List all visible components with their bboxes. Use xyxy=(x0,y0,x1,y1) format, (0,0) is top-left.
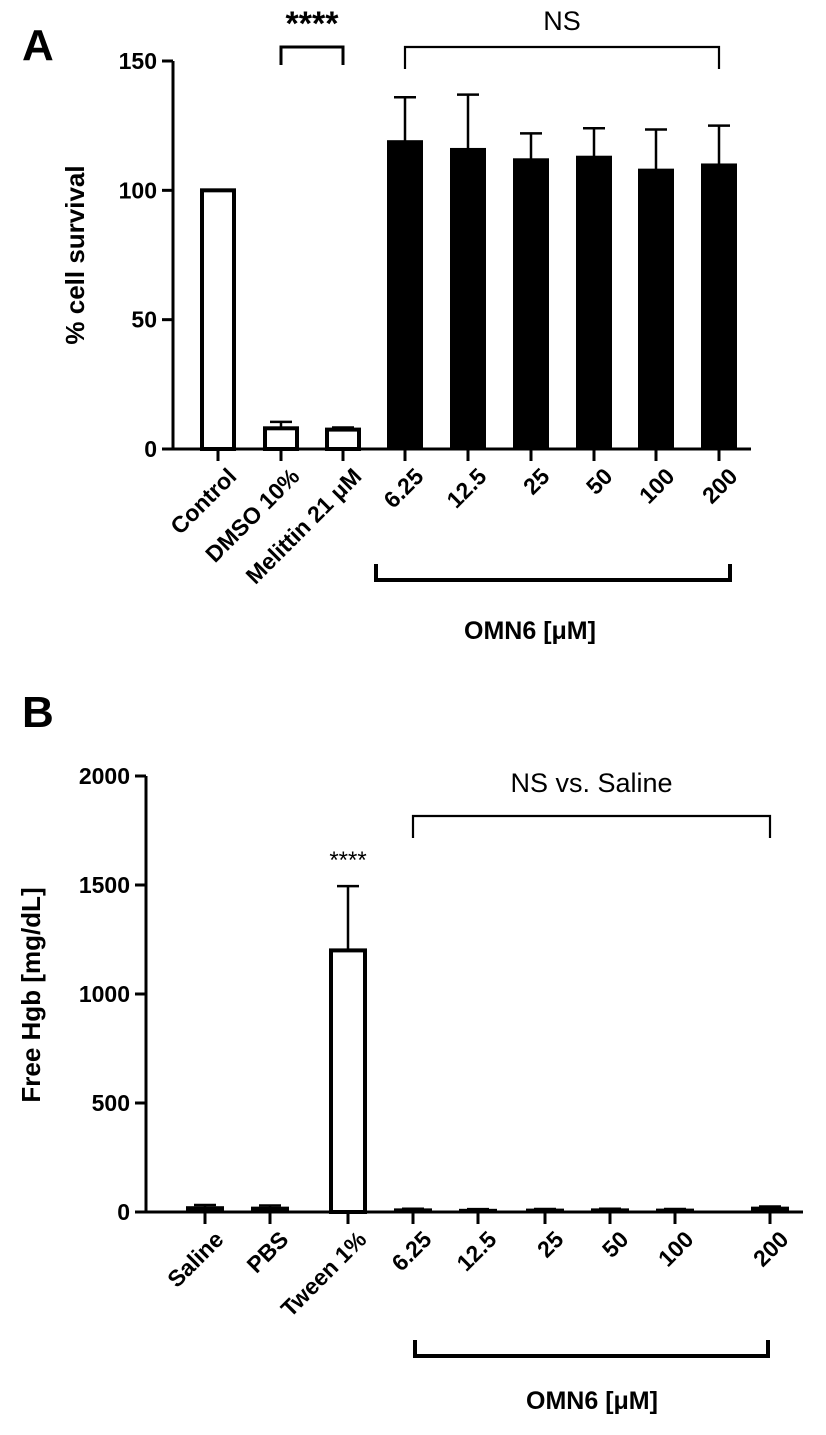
panel-b-bar xyxy=(251,1206,289,1212)
panel-a-y-tick-label: 0 xyxy=(144,436,157,462)
panel-b-y-tick-label: 1500 xyxy=(79,872,130,898)
panel-b-category-label: 6.25 xyxy=(386,1226,436,1276)
panel-b-bar xyxy=(591,1208,629,1212)
panel-a-category-label: 200 xyxy=(697,463,743,509)
panel-a-category-label: 12.5 xyxy=(441,463,491,513)
panel-b-significance-bracket xyxy=(411,814,772,838)
panel-a-significance-bracket xyxy=(403,45,721,69)
panel-a-bar xyxy=(701,163,737,449)
panel-a-significance-bracket xyxy=(279,45,345,65)
panel-b-y-tick-label: 0 xyxy=(117,1199,130,1225)
panel-a-significance-label: NS xyxy=(543,6,581,36)
panel-a-bar xyxy=(513,158,549,449)
panel-b-bar xyxy=(656,1208,694,1212)
panel-b-y-tick-label: 500 xyxy=(92,1090,130,1116)
panel-a-bar xyxy=(325,427,361,452)
panel-b-category-label: 200 xyxy=(748,1226,794,1272)
panel-b-category-label: 50 xyxy=(597,1226,633,1262)
panel-b-category-label: 25 xyxy=(532,1226,569,1263)
panel-a-category-label: 6.25 xyxy=(378,463,428,513)
panel-b-bar xyxy=(186,1206,224,1212)
panel-b-category-label: Tween 1% xyxy=(276,1226,372,1322)
panel-b-category-label: 100 xyxy=(653,1226,699,1272)
panel-label-a: A xyxy=(22,21,54,70)
panel-a-y-tick-label: 150 xyxy=(119,48,157,74)
panel-b-group-label: OMN6 [μM] xyxy=(526,1387,658,1415)
panel-b-bar xyxy=(526,1208,564,1212)
panel-b-category-label: Saline xyxy=(162,1226,228,1292)
panel-a-group-bracket xyxy=(374,564,732,582)
panel-a-category-label: 25 xyxy=(518,463,555,500)
panel-b-bar xyxy=(751,1206,789,1212)
panel-a-y-tick-label: 50 xyxy=(131,307,157,333)
panel-a-bar xyxy=(638,168,674,449)
panel-a-bar xyxy=(387,140,423,450)
panel-b-bar xyxy=(329,948,367,1215)
panel-b-group-bracket xyxy=(413,1340,770,1358)
panel-b-chart: Free Hgb [mg/dL] 0 500 1000 1500 2000 Saline P… xyxy=(16,763,803,1415)
panel-b-y-tick-label: 1000 xyxy=(79,981,130,1007)
panel-a-bar xyxy=(263,426,299,452)
panel-b-category-label: PBS xyxy=(242,1226,294,1278)
panel-b-significance-label: **** xyxy=(329,847,366,874)
panel-b-y-tick-label: 2000 xyxy=(79,763,130,789)
panel-b-y-axis-title: Free Hgb [mg/dL] xyxy=(16,887,46,1102)
panel-label-b: B xyxy=(22,688,54,737)
panel-a-y-axis-title: % cell survival xyxy=(60,165,90,344)
panel-a-bar xyxy=(576,155,612,449)
panel-b-category-label: 12.5 xyxy=(451,1226,501,1276)
panel-a-y-tick-label: 100 xyxy=(119,177,157,203)
panel-a-bar xyxy=(450,147,486,450)
panel-a-category-label: 50 xyxy=(581,463,617,499)
panel-a-group-label: OMN6 [μM] xyxy=(464,617,596,645)
panel-b-bar xyxy=(394,1208,432,1212)
panel-a-bar xyxy=(200,188,236,451)
panel-a-category-label: 100 xyxy=(634,463,680,509)
panel-a-significance-label: **** xyxy=(286,5,340,43)
panel-b-significance-label: NS vs. Saline xyxy=(510,768,672,798)
panel-b-bar xyxy=(459,1208,497,1212)
